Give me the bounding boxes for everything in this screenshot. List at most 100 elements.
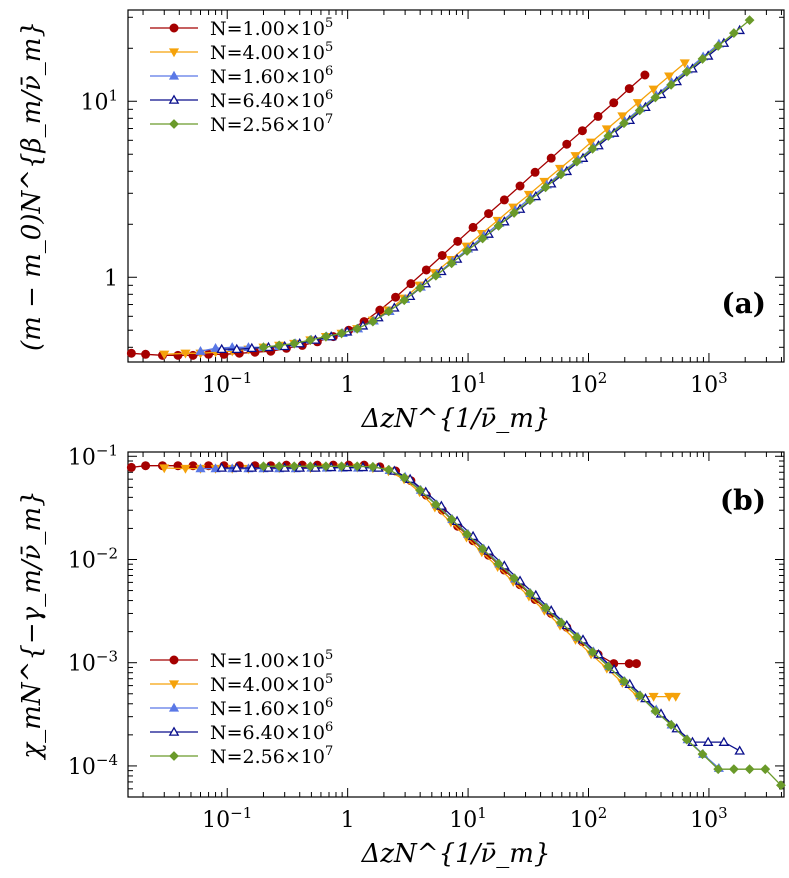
data-point xyxy=(231,343,243,354)
data-point xyxy=(399,295,410,306)
legend-marker xyxy=(168,702,180,712)
data-point xyxy=(666,719,677,730)
data-point xyxy=(180,464,191,474)
data-point xyxy=(216,462,228,472)
data-point xyxy=(670,692,681,702)
legend-marker xyxy=(168,70,180,80)
legend-marker xyxy=(168,94,180,104)
data-point xyxy=(556,617,566,628)
data-point xyxy=(415,485,425,496)
data-point xyxy=(126,462,136,472)
data-point xyxy=(509,573,519,584)
data-point xyxy=(462,529,472,540)
data-point xyxy=(399,472,410,483)
data-point xyxy=(453,236,463,246)
data-point xyxy=(493,558,504,569)
data-point xyxy=(367,461,378,472)
panel-a: 10−1 1 101 102 1031101N=1.00×105N=4.00×105N=… xyxy=(17,9,785,434)
data-point xyxy=(258,342,269,353)
data-point xyxy=(159,464,170,474)
y-axis-label: (m − m_0)N^{β_m/ν̄_m} xyxy=(17,21,47,351)
data-point xyxy=(619,676,629,687)
data-point xyxy=(352,461,363,472)
data-point xyxy=(437,250,447,260)
legend-label: N=1.60×106 xyxy=(210,64,333,88)
data-point xyxy=(195,346,206,355)
series-line xyxy=(131,464,637,665)
data-point xyxy=(624,84,634,94)
data-point xyxy=(556,169,566,180)
data-point xyxy=(524,195,535,206)
data-point xyxy=(713,41,724,51)
data-point xyxy=(352,323,363,334)
legend-marker xyxy=(169,119,179,129)
x-tick-label: 1 xyxy=(341,373,355,398)
y-axis-label: χ_mN^{−γ_m/ν̄_m} xyxy=(17,490,47,760)
data-point xyxy=(587,647,598,657)
data-point xyxy=(462,246,472,256)
data-point xyxy=(664,692,675,702)
data-point xyxy=(603,131,614,141)
data-point xyxy=(499,195,509,205)
data-point xyxy=(484,209,494,219)
legend-label: N=4.00×105 xyxy=(210,40,333,64)
data-point xyxy=(617,112,628,122)
data-point xyxy=(664,72,675,82)
data-point xyxy=(593,111,603,121)
data-point xyxy=(289,338,300,349)
data-point xyxy=(159,350,170,360)
x-tick-label: 103 xyxy=(690,804,728,833)
x-axis-label: ΔzN^{1/ν̄_m} xyxy=(361,404,551,434)
data-point xyxy=(493,220,504,231)
data-point xyxy=(391,292,401,302)
data-point xyxy=(603,661,614,672)
data-point xyxy=(650,706,661,716)
data-point xyxy=(571,156,582,167)
data-point xyxy=(195,463,206,473)
legend-label: N=1.00×105 xyxy=(210,16,333,40)
data-point xyxy=(216,343,228,354)
data-point xyxy=(546,153,556,163)
x-tick-label: 101 xyxy=(449,369,487,398)
data-point xyxy=(760,764,771,775)
y-tick-label: 10−3 xyxy=(68,648,118,677)
data-point xyxy=(562,139,572,149)
data-point xyxy=(734,745,746,755)
legend-marker xyxy=(169,751,179,761)
data-point xyxy=(631,659,641,669)
data-point xyxy=(367,316,378,327)
data-point xyxy=(702,736,714,746)
data-point xyxy=(141,461,151,471)
x-tick-label: 102 xyxy=(570,804,608,833)
legend-label: N=2.56×107 xyxy=(210,112,333,136)
data-point xyxy=(655,708,667,718)
data-point xyxy=(210,343,221,352)
data-point xyxy=(246,342,258,353)
data-point xyxy=(446,258,457,269)
data-point xyxy=(126,348,136,358)
data-point xyxy=(632,99,643,109)
data-point xyxy=(231,462,243,472)
data-point xyxy=(679,59,690,69)
data-point xyxy=(406,279,416,289)
legend-marker xyxy=(169,23,179,33)
data-point xyxy=(415,282,425,293)
data-point xyxy=(421,265,431,275)
data-point xyxy=(141,349,151,359)
data-point xyxy=(305,461,316,472)
data-point xyxy=(540,602,551,613)
data-point xyxy=(383,464,394,475)
data-point xyxy=(648,85,659,95)
x-tick-label: 10−1 xyxy=(202,804,252,833)
data-point xyxy=(681,734,692,745)
data-point xyxy=(718,736,730,746)
data-point xyxy=(477,233,488,244)
x-tick-label: 102 xyxy=(570,369,608,398)
data-point xyxy=(289,461,300,472)
data-point xyxy=(697,54,708,64)
panel-label: (a) xyxy=(721,287,766,320)
legend-label: N=6.40×106 xyxy=(210,720,333,744)
x-tick-label: 101 xyxy=(449,804,487,833)
data-point xyxy=(571,632,582,643)
